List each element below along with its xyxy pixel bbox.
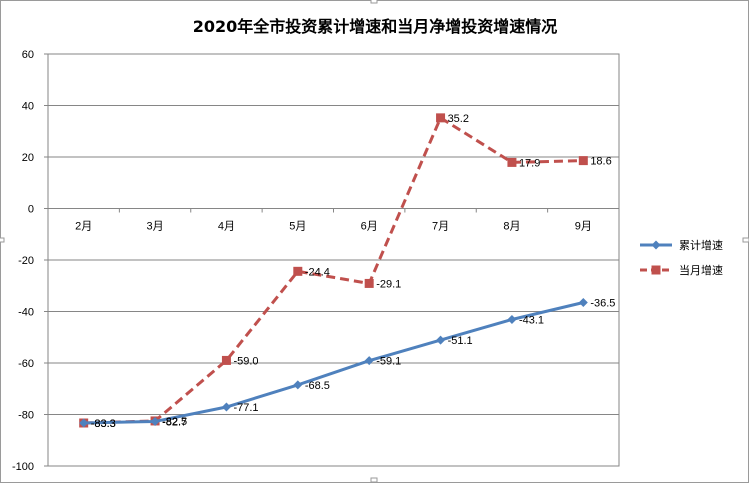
y-tick-label: -40 bbox=[18, 307, 34, 319]
y-tick-label: 20 bbox=[22, 152, 34, 164]
data-label: -83.3 bbox=[91, 418, 116, 430]
data-point bbox=[293, 380, 303, 390]
data-label: -68.5 bbox=[305, 380, 330, 392]
data-label: -77.1 bbox=[233, 402, 258, 414]
x-tick-label: 5月 bbox=[289, 221, 306, 233]
chart-title: 2020年全市投资累计增速和当月净增投资增速情况 bbox=[193, 17, 558, 36]
data-point bbox=[436, 113, 446, 123]
x-tick-label: 8月 bbox=[503, 221, 520, 233]
y-tick-label: 60 bbox=[22, 49, 34, 61]
data-label: -83.3 bbox=[91, 418, 116, 430]
legend-label: 累计增速 bbox=[679, 238, 723, 252]
x-tick-label: 4月 bbox=[218, 221, 235, 233]
data-label: -36.5 bbox=[590, 297, 615, 309]
series-line-1 bbox=[83, 116, 584, 425]
resize-handle[interactable] bbox=[742, 237, 749, 243]
data-label: -29.1 bbox=[376, 278, 401, 290]
data-point bbox=[293, 266, 303, 276]
x-tick-label: 9月 bbox=[575, 221, 592, 233]
data-point bbox=[221, 355, 231, 365]
data-label: 35.2 bbox=[448, 113, 469, 125]
y-tick-label: -60 bbox=[18, 358, 34, 370]
data-labels: -83.3 -82.7 -77.1 -68.5 -59.1 -51.1 -43.1 -36.5… bbox=[91, 113, 616, 430]
x-tick-label: 3月 bbox=[147, 221, 164, 233]
grid-lines bbox=[47, 53, 620, 467]
legend-marker bbox=[651, 265, 661, 275]
data-point bbox=[150, 416, 160, 426]
y-tick-label: -100 bbox=[12, 461, 34, 473]
data-label: -59.1 bbox=[376, 356, 401, 368]
data-label: -59.0 bbox=[233, 355, 258, 367]
series-line-0 bbox=[83, 301, 584, 425]
resize-handle[interactable] bbox=[370, 0, 378, 4]
y-tick-label: -80 bbox=[18, 410, 34, 422]
resize-handle[interactable] bbox=[0, 237, 5, 243]
x-tick-label: 7月 bbox=[432, 221, 449, 233]
x-tick-label: 6月 bbox=[361, 221, 378, 233]
data-point bbox=[578, 156, 588, 166]
data-label: 18.6 bbox=[590, 156, 611, 168]
data-label: -82.5 bbox=[162, 416, 187, 428]
y-tick-label: 0 bbox=[28, 204, 34, 216]
x-tick-label: 2月 bbox=[75, 221, 92, 233]
data-label: 17.9 bbox=[519, 157, 540, 169]
legend-label: 当月增速 bbox=[679, 263, 723, 277]
legend-marker bbox=[651, 240, 661, 250]
data-point bbox=[364, 278, 374, 288]
y-tick-label: -20 bbox=[18, 255, 34, 267]
data-point bbox=[578, 297, 588, 307]
data-point bbox=[221, 402, 231, 412]
data-point bbox=[507, 314, 517, 324]
data-point bbox=[364, 356, 374, 366]
data-label: -43.1 bbox=[519, 314, 544, 326]
data-label: -82.7 bbox=[162, 416, 187, 428]
data-label: -24.4 bbox=[305, 266, 330, 278]
y-tick-label: 40 bbox=[22, 101, 34, 113]
resize-handle[interactable] bbox=[370, 477, 378, 483]
series-layer bbox=[79, 113, 588, 428]
data-label: -51.1 bbox=[448, 335, 473, 347]
y-axis: -100 -80 -60 -40 -20 0 20 40 60 bbox=[12, 49, 48, 473]
data-point bbox=[436, 335, 446, 345]
data-point bbox=[79, 418, 89, 428]
data-point bbox=[507, 157, 517, 167]
x-axis: 2月 3月 4月 5月 6月 7月 8月 9月 bbox=[47, 208, 619, 233]
